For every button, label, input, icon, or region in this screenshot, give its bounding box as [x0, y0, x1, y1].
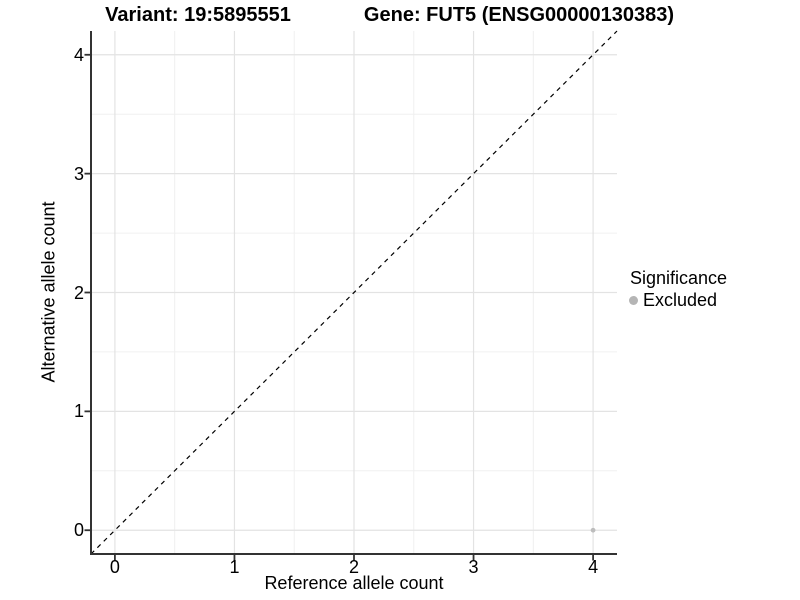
y-tick-label: 0: [73, 520, 84, 541]
x-tick-label: 4: [588, 557, 599, 577]
y-tick-label: 2: [73, 282, 84, 303]
legend: Significance Excluded: [628, 268, 728, 310]
y-tick-label: 3: [73, 163, 84, 184]
plot-title-gene: Gene: FUT5 (ENSG00000130383): [363, 4, 675, 26]
y-tick-label: 1: [73, 401, 84, 422]
identity-reference-line: [90, 30, 618, 555]
x-tick-label: 0: [109, 557, 120, 577]
x-tick-label: 3: [468, 557, 479, 577]
legend-entry-excluded: Excluded: [628, 289, 727, 310]
x-tick-label: 1: [229, 557, 240, 577]
plot-title-variant: Variant: 19:5895551: [105, 4, 291, 26]
legend-title: Significance: [630, 268, 728, 288]
x-tick-label: 2: [348, 557, 360, 577]
data-point: [590, 527, 596, 533]
excluded-point-icon: [629, 295, 638, 305]
legend-entry-label: Excluded: [643, 289, 718, 310]
y-tick-label: 4: [73, 44, 84, 65]
x-axis-title: Reference allele count: [264, 573, 444, 593]
